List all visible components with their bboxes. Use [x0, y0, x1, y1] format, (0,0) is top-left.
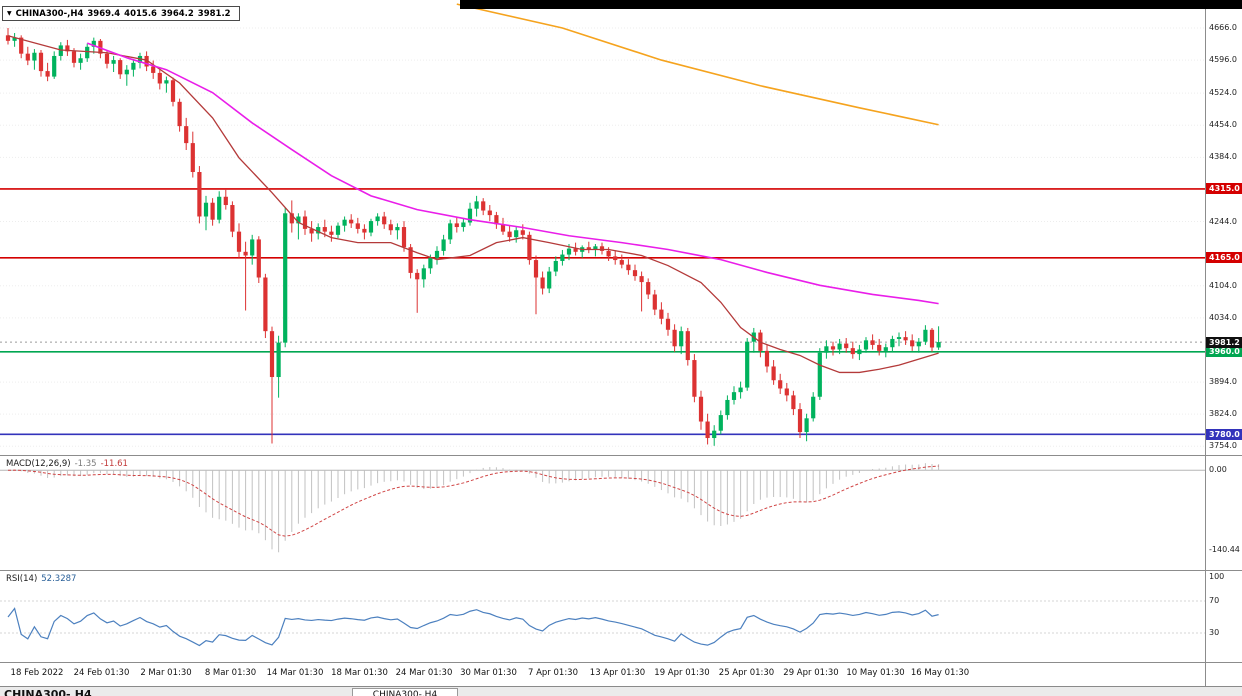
time-axis-label: 14 Mar 01:30 — [266, 668, 324, 678]
rsi-name: RSI(14) — [6, 574, 38, 584]
main-price-panel[interactable] — [0, 3, 1205, 447]
time-axis-label: 25 Apr 01:30 — [718, 668, 775, 678]
bottom-bar-text: CHINA300-,H4 — [4, 688, 92, 696]
time-axis-label: 24 Mar 01:30 — [395, 668, 453, 678]
macd-main-value: -1.35 — [74, 459, 97, 469]
time-axis-label: 7 Apr 01:30 — [527, 668, 578, 678]
chart-tab-label: CHINA300-,H4 — [372, 690, 438, 696]
chart-ohlc-header[interactable]: ▼ CHINA300-,H4 3969.4 4015.6 3964.2 3981.2 — [2, 6, 240, 21]
rsi-line — [7, 607, 939, 647]
price-axis-tick: 3824.0 — [1209, 409, 1237, 419]
ma-slow-magenta-line — [86, 42, 939, 305]
ohlc-high-value: 4015.6 — [124, 9, 157, 19]
macd-indicator-label: MACD(12,26,9) -1.35 -11.61 — [6, 459, 128, 469]
macd-name: MACD(12,26,9) — [6, 459, 71, 469]
time-axis-label: 18 Feb 2022 — [10, 668, 64, 678]
symbol-timeframe-label: CHINA300-,H4 — [15, 9, 84, 19]
ohlc-close-value: 3981.2 — [197, 9, 231, 19]
price-level-label: 4165.0 — [1206, 252, 1242, 264]
macd-panel[interactable] — [0, 463, 1205, 553]
price-level-label: 4315.0 — [1206, 183, 1242, 195]
price-axis-tick: 4596.0 — [1209, 55, 1237, 65]
time-axis-label: 16 May 01:30 — [910, 668, 970, 678]
rsi-value: 52.3287 — [41, 574, 77, 584]
time-axis-label: 13 Apr 01:30 — [589, 668, 646, 678]
time-axis-label: 19 Apr 01:30 — [654, 668, 710, 678]
price-axis-tick: 4244.0 — [1209, 216, 1237, 226]
time-axis-label: 10 May 01:30 — [846, 668, 905, 678]
chart-tab[interactable]: CHINA300-,H4 — [352, 688, 458, 696]
macd-signal-value: -11.61 — [100, 459, 128, 469]
time-axis-label: 2 Mar 01:30 — [140, 668, 192, 678]
rsi-panel[interactable] — [0, 600, 1205, 647]
price-axis-tick: 3894.0 — [1209, 377, 1237, 387]
macd-axis-tick: 0.00 — [1209, 465, 1227, 475]
top-window-strip — [460, 0, 1242, 9]
rsi-axis-tick: 30 — [1209, 628, 1220, 637]
rsi-indicator-label: RSI(14) 52.3287 — [6, 574, 76, 584]
time-axis[interactable]: 18 Feb 2022 24 Feb 01:30 2 Mar 01:30 8 Mar … — [0, 663, 1205, 686]
ohlc-low-value: 3964.2 — [160, 9, 194, 19]
price-level-label: 3780.0 — [1206, 428, 1242, 440]
collapse-caret-icon[interactable]: ▼ — [7, 10, 12, 17]
price-axis-tick: 4104.0 — [1209, 280, 1237, 290]
ma-long-orange-line — [456, 3, 939, 126]
price-axis-tick: 4034.0 — [1209, 312, 1237, 322]
price-axis-tick: 4666.0 — [1209, 22, 1237, 32]
ohlc-open-value: 3969.4 — [87, 9, 121, 19]
time-axis-label: 29 Apr 01:30 — [783, 668, 839, 678]
time-axis-label: 24 Feb 01:30 — [73, 668, 130, 678]
time-axis-label: 8 Mar 01:30 — [204, 668, 257, 678]
time-axis-label: 18 Mar 01:30 — [331, 668, 388, 678]
price-axis-tick: 4454.0 — [1209, 120, 1237, 130]
macd-axis-tick: -140.44 — [1209, 545, 1240, 555]
rsi-axis-tick: 100 — [1209, 572, 1225, 581]
price-axis[interactable]: 4666.0 4596.0 4524.0 4454.0 4384.0 4244.0 4104… — [1205, 0, 1242, 686]
price-axis-tick: 3754.0 — [1209, 441, 1237, 451]
current-price-label: 3981.2 — [1206, 336, 1242, 348]
time-axis-label: 30 Mar 01:30 — [460, 668, 517, 678]
price-axis-tick: 4524.0 — [1209, 88, 1237, 98]
price-level-label: 3960.0 — [1206, 346, 1242, 358]
ma-fast-darkred-line — [7, 35, 939, 374]
macd-signal-line — [7, 465, 939, 537]
price-axis-tick: 4384.0 — [1209, 152, 1237, 162]
bottom-tab-bar: CHINA300-,H4 CHINA300-,H4 — [0, 686, 1242, 696]
rsi-axis-tick: 70 — [1209, 596, 1220, 605]
